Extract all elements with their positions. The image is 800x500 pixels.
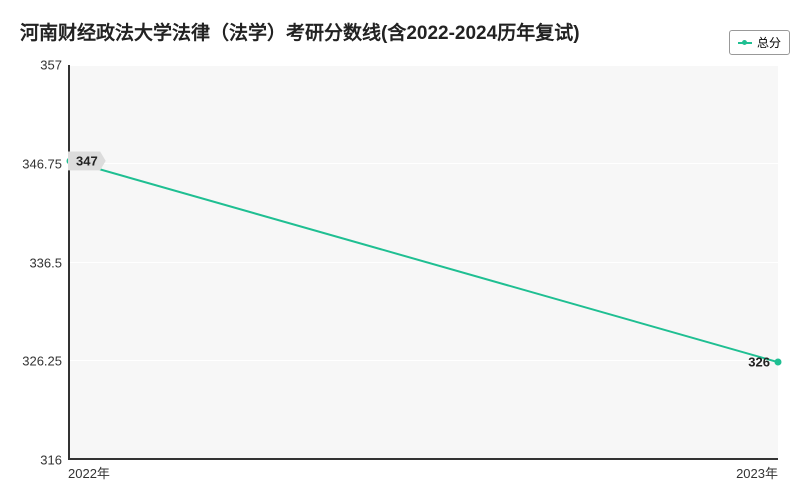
gridline: [70, 65, 778, 66]
data-label: 326: [748, 355, 770, 370]
y-tick-label: 346.75: [22, 156, 62, 171]
chart-container: 河南财经政法大学法律（法学）考研分数线(含2022-2024历年复试) 总分 3…: [0, 0, 800, 500]
legend: 总分: [729, 30, 790, 55]
x-tick-label: 2022年: [68, 463, 110, 482]
data-label: 347: [68, 151, 106, 170]
gridline: [70, 262, 778, 263]
legend-marker-icon: [738, 42, 752, 44]
gridline: [70, 360, 778, 361]
plot-area: 347 326: [68, 65, 778, 460]
y-tick-label: 357: [40, 58, 62, 73]
y-tick-label: 316: [40, 453, 62, 468]
data-point: [775, 359, 782, 366]
gridline: [70, 163, 778, 164]
legend-label: 总分: [757, 34, 781, 51]
x-tick-label: 2023年: [736, 463, 778, 482]
chart-title: 河南财经政法大学法律（法学）考研分数线(含2022-2024历年复试): [20, 18, 580, 45]
y-tick-label: 336.5: [29, 255, 62, 270]
y-tick-label: 326.25: [22, 354, 62, 369]
